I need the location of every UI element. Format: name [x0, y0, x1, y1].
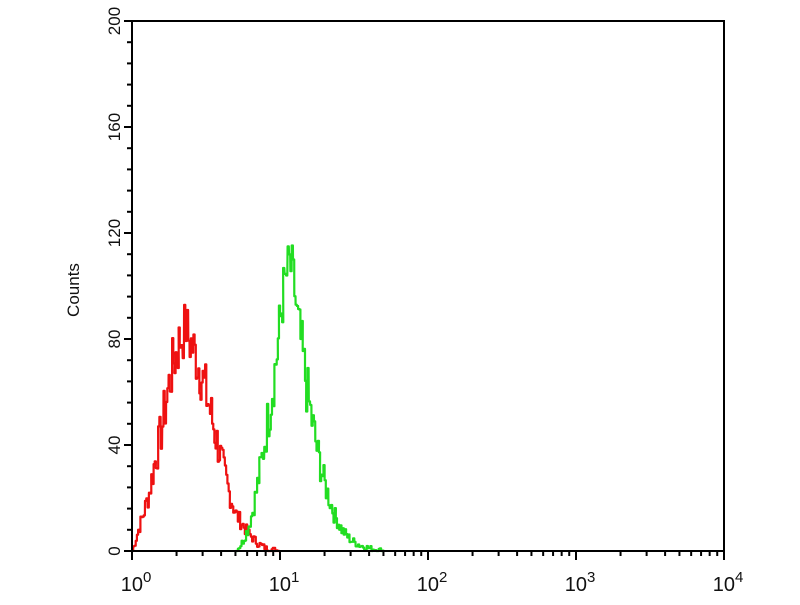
histogram-series-1	[132, 303, 280, 553]
histogram-series-2	[235, 244, 385, 553]
y-tick-label: 40	[105, 436, 124, 455]
x-tick-exponent: 4	[735, 569, 743, 586]
x-tick-label: 104	[713, 569, 744, 596]
x-tick-base: 10	[713, 574, 735, 596]
x-tick-base: 10	[417, 574, 439, 596]
x-tick-exponent: 3	[587, 569, 595, 586]
y-tick-label: 0	[105, 546, 124, 555]
x-tick-label: 102	[417, 569, 448, 596]
series-layer	[132, 244, 385, 553]
y-tick-label: 80	[105, 330, 124, 349]
y-axis-label: Counts	[64, 263, 83, 317]
x-tick-base: 10	[269, 574, 291, 596]
x-tick-exponent: 1	[291, 569, 299, 586]
plot-frame	[131, 20, 725, 552]
x-tick-base: 10	[565, 574, 587, 596]
x-tick-label: 101	[269, 569, 300, 596]
x-tick-label: 103	[565, 569, 596, 596]
y-tick-label: 120	[105, 219, 124, 247]
y-tick-label: 160	[105, 113, 124, 141]
x-tick-exponent: 0	[143, 569, 151, 586]
x-tick-exponent: 2	[439, 569, 447, 586]
x-tick-label: 100	[121, 569, 152, 596]
y-tick-label: 200	[105, 7, 124, 35]
x-tick-base: 10	[121, 574, 143, 596]
